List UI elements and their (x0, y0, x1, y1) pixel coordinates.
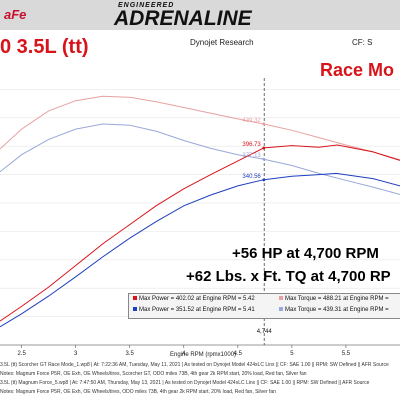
hp-gain-annotation: +56 HP at 4,700 RPM (232, 245, 379, 262)
vehicle-title: 0 3.5L (tt) (0, 36, 89, 58)
data-label: 439.32 (242, 118, 261, 124)
race-mode-label: Race Mo (320, 60, 395, 80)
x-axis-title: Engine RPM (rpmx1000) (170, 352, 237, 358)
legend-swatch (133, 296, 137, 301)
legend-swatch (279, 296, 283, 301)
chart-legend: Max Power = 402.02 at Engine RPM = 5.42 … (128, 293, 400, 319)
tq-gain-annotation: +62 Lbs. x Ft. TQ at 4,700 RP (186, 268, 391, 285)
data-point (262, 178, 266, 182)
legend-item: Max Torque = 488.21 at Engine RPM = (279, 296, 389, 302)
rpm-marker-label: 4,744 (257, 329, 273, 335)
series-line (0, 144, 400, 322)
series-line (0, 172, 400, 328)
series-line (0, 95, 400, 161)
legend-item: Max Power = 351.52 at Engine RPM = 5.41 (133, 307, 255, 313)
data-point (262, 122, 266, 126)
brand-header: aFe ENGINEERED ADRENALINE (0, 0, 400, 30)
x-tick-label: 3 (74, 351, 78, 357)
engineered-label: ENGINEERED (118, 2, 175, 9)
legend-text: Max Power = 351.52 at Engine RPM = 5.41 (139, 307, 255, 313)
legend-text: Max Torque = 488.21 at Engine RPM = (285, 296, 389, 302)
data-label: 396.73 (242, 142, 261, 148)
legend-item: Max Torque = 439.31 at Engine RPM = (279, 307, 389, 313)
legend-text: Max Torque = 439.31 at Engine RPM = (285, 307, 389, 313)
legend-text: Max Power = 402.02 at Engine RPM = 5.42 (139, 296, 255, 302)
chart-data-labels: 439.32 396.73 377.13 340.56 (242, 118, 266, 182)
x-tick-label: 4 (182, 351, 186, 357)
data-label: 377.13 (242, 153, 261, 159)
data-point (262, 157, 266, 161)
footer-line: 3.5L (tt) Scorcher GT Race Mode_1.wp8 | … (0, 362, 389, 368)
legend-item: Max Power = 402.02 at Engine RPM = 5.42 (133, 296, 255, 302)
x-tick-label: 4.5 (234, 351, 243, 357)
legend-swatch (279, 307, 283, 312)
cf-label: CF: S (352, 38, 373, 47)
adrenaline-logo: ADRENALINE (114, 7, 252, 30)
data-point (262, 146, 266, 150)
x-tick-label: 3.5 (126, 351, 135, 357)
afe-logo: aFe (4, 7, 27, 22)
x-axis-ticks: 2.5 3 3.5 4 4.5 5 5.5 (17, 345, 351, 357)
footer-line: Notes: Magnum Force P5R, OE Exh, OE Whee… (0, 371, 307, 377)
data-label: 340.56 (242, 174, 261, 180)
chart-series (0, 95, 400, 328)
dyno-label: Dynojet Research (190, 38, 254, 47)
x-tick-label: 5.5 (342, 351, 351, 357)
series-line (0, 123, 400, 195)
footer-line: Notes: Magnum Force P5R, OE Exh, OE Whee… (0, 389, 276, 395)
footer-line: 3.5L (tt) Magnum Force_5.wp8 | At: 7:47:… (0, 380, 370, 386)
legend-swatch (133, 307, 137, 312)
run-notes-footer: 3.5L (tt) Scorcher GT Race Mode_1.wp8 | … (0, 360, 400, 400)
x-tick-label: 5 (290, 351, 294, 357)
x-tick-label: 2.5 (17, 351, 26, 357)
